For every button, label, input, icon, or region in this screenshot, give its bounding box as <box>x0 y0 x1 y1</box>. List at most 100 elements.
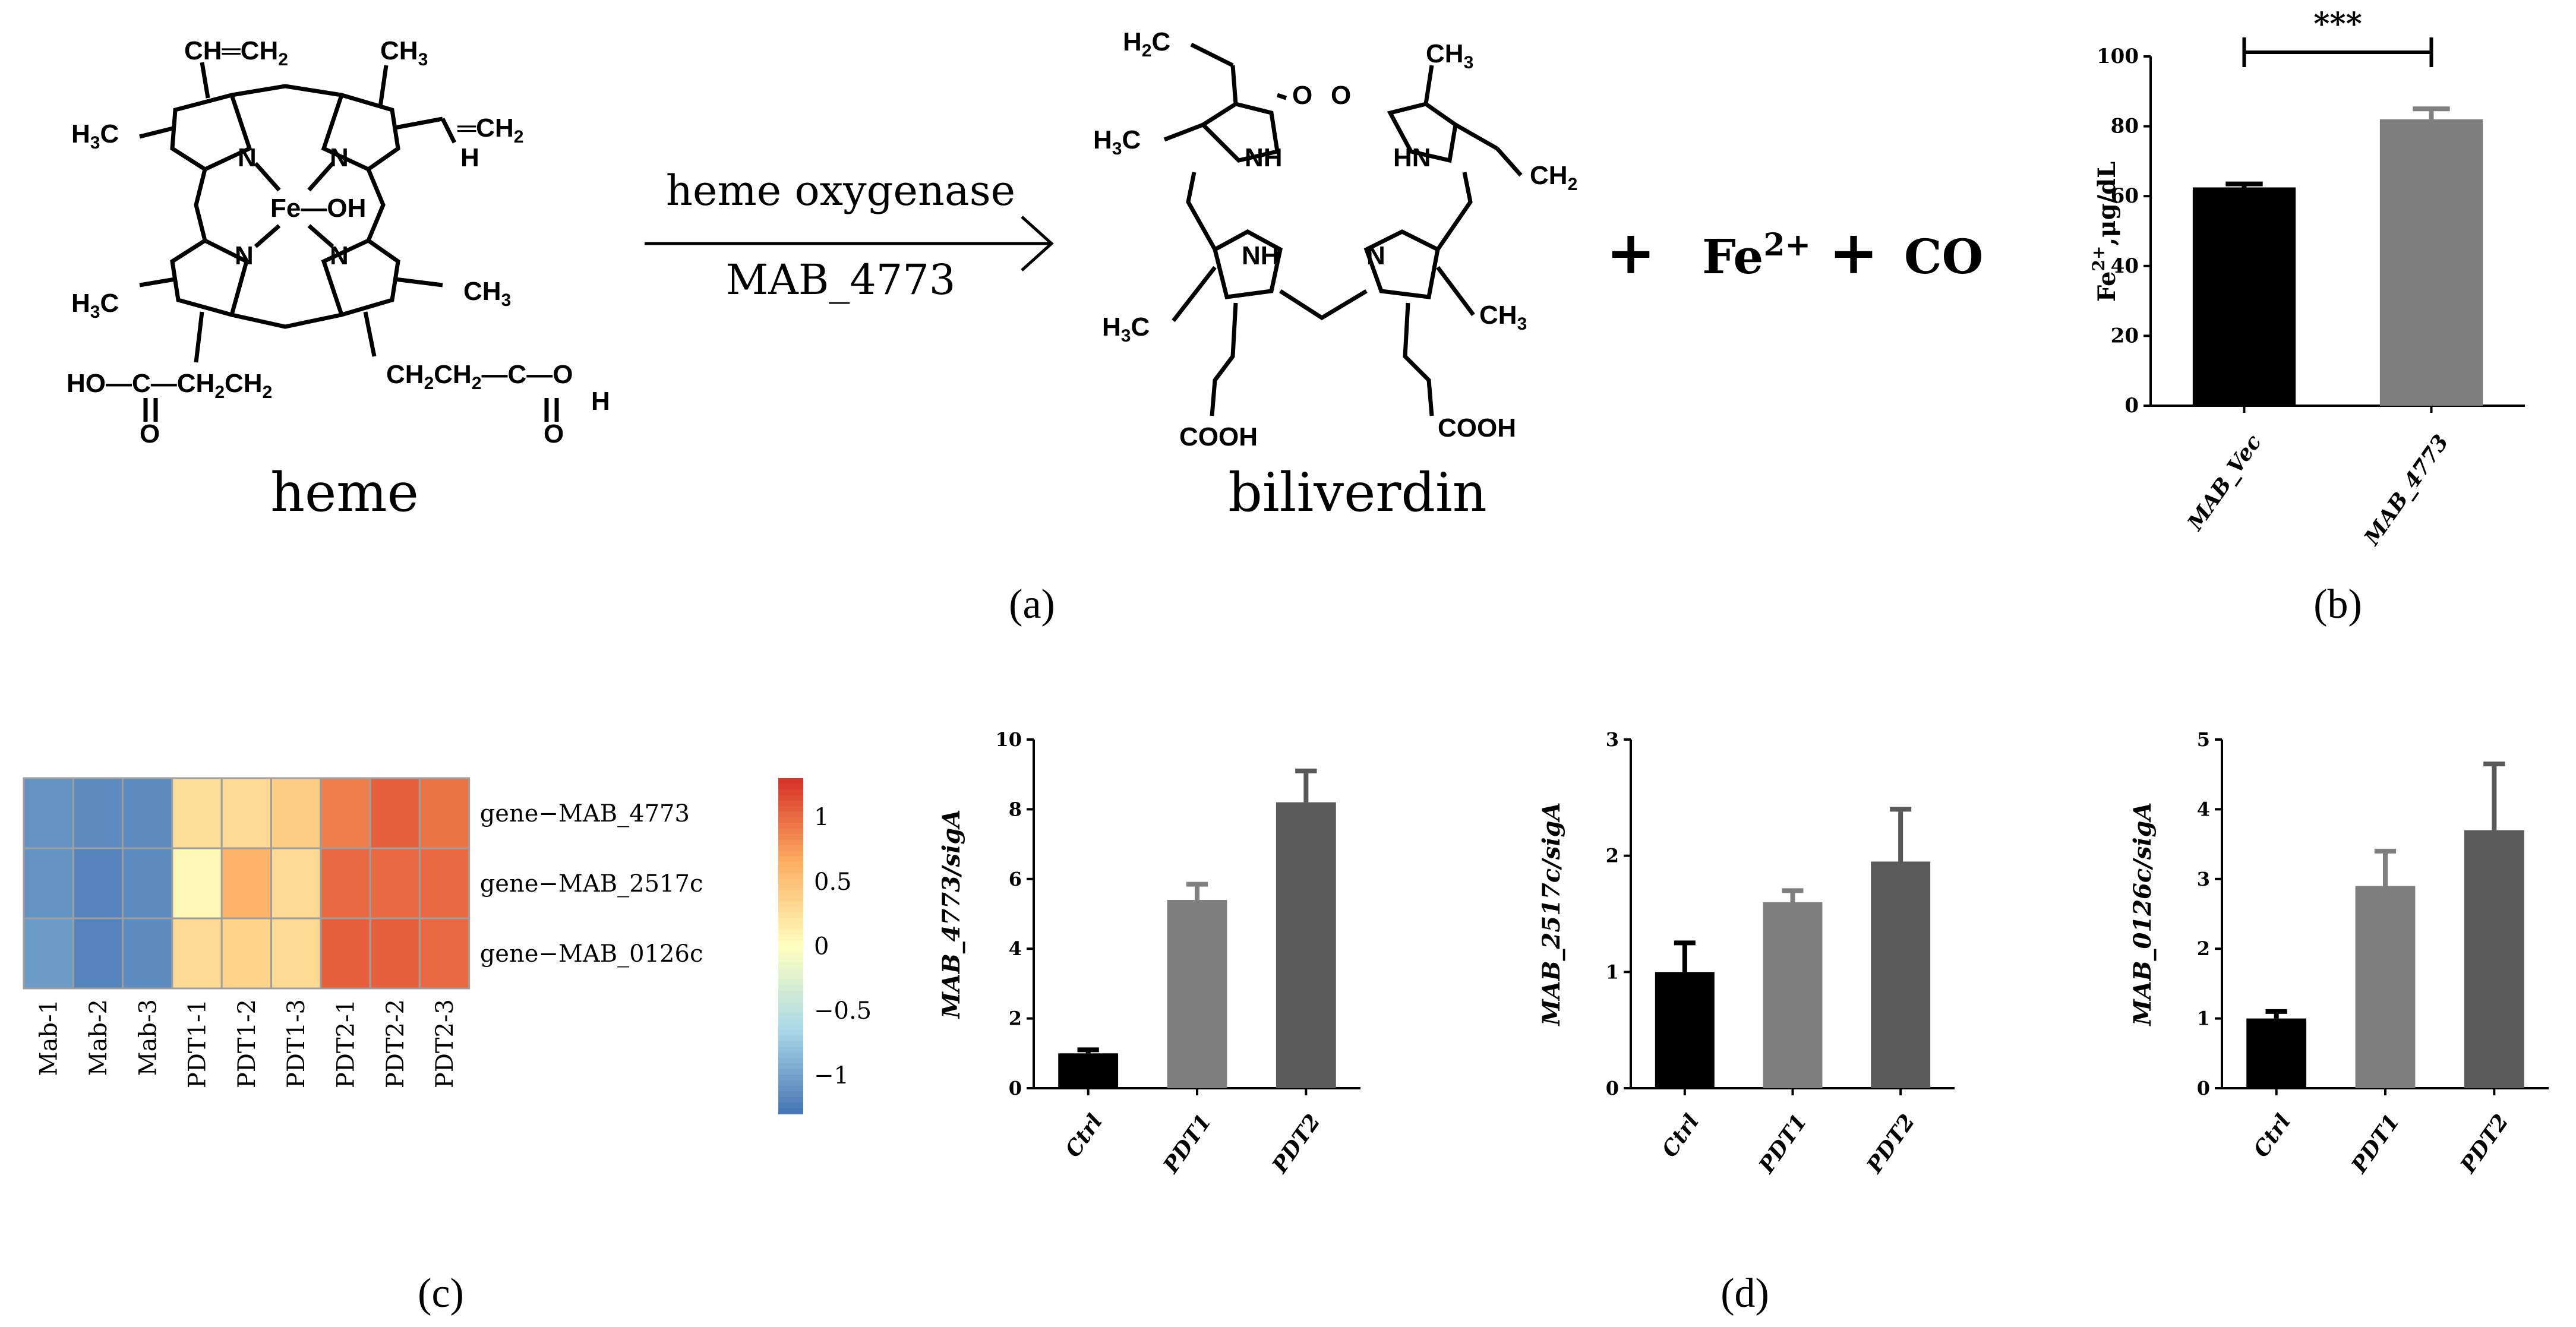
x-tick-label: PDT1 <box>1158 1110 1216 1178</box>
y-tick-label: 2 <box>1606 845 1619 867</box>
y-tick-label: 10 <box>995 728 1022 751</box>
heatmap-col-label: PDT1-1 <box>184 999 211 1088</box>
colorbar-segment <box>778 795 803 801</box>
x-tick-label: MAB_Vec <box>2182 430 2266 536</box>
y-tick-label: 1 <box>1606 961 1619 983</box>
panel-label-c: (c) <box>418 1271 464 1316</box>
bv-cooh-left: COOH <box>1179 422 1258 451</box>
panel-label-b: (b) <box>2313 582 2362 627</box>
colorbar-segment <box>778 1029 803 1037</box>
x-tick-label: PDT1 <box>2346 1110 2404 1178</box>
y-tick-label: 8 <box>1009 798 1022 820</box>
heme-acid-left: HO—C—CH2CH2 <box>67 369 272 402</box>
bar-MAB_Vec <box>2192 187 2296 406</box>
colorbar-segment <box>778 1035 803 1042</box>
bv-vinyl-left: H2C <box>1123 27 1170 61</box>
colorbar-segment <box>778 1069 803 1076</box>
y-axis-label-sup: 2+ <box>2089 246 2108 271</box>
colorbar-segment <box>778 806 803 813</box>
colorbar-segment <box>778 884 803 891</box>
colorbar-tick-label: −1 <box>814 1062 849 1089</box>
bv-vinyl-right: CH2 <box>1530 161 1577 194</box>
colorbar-segment <box>778 906 803 913</box>
y-tick-label: 40 <box>2111 254 2139 278</box>
chart-b: 0 20 40 60 80 100 MAB_Vec MAB_4773 *** Fe2+,μg/dL <box>2089 6 2525 551</box>
heme-structure: CH═CH2 CH3 H3C ═CH2 H N N Fe—OH N N H3C … <box>67 36 610 448</box>
y-tick-label: 0 <box>1606 1077 1619 1099</box>
colorbar-segment <box>778 828 803 835</box>
colorbar-segment <box>778 996 803 1003</box>
x-tick-label: MAB_4773 <box>2359 430 2454 551</box>
y-tick-label: 0 <box>2124 394 2139 418</box>
y-axis-label-main: Fe <box>2093 271 2121 302</box>
colorbar-tick-label: 1 <box>814 804 829 831</box>
colorbar-segment <box>778 823 803 829</box>
plus-sign-2: + <box>1829 217 1879 287</box>
x-tick-label: PDT2 <box>2455 1110 2514 1178</box>
biliverdin-structure: H2C H3C O NH O CH3 HN CH2 NH N H3C CH3 C… <box>1093 27 1577 451</box>
heatmap: gene−MAB_4773 gene−MAB_2517c gene−MAB_0126… <box>23 777 703 1088</box>
heme-bonds <box>139 62 559 422</box>
heme-n1: N <box>238 143 257 172</box>
heatmap-cell <box>418 847 471 920</box>
bv-cooh-right: COOH <box>1438 413 1516 443</box>
colorbar-segment <box>778 811 803 818</box>
colorbar-segment <box>778 1057 803 1064</box>
bar-PDT1 <box>1167 900 1227 1088</box>
heatmap-cell <box>171 847 223 920</box>
colorbar-segment <box>778 890 803 896</box>
colorbar-segment <box>778 1041 803 1047</box>
colorbar-segment <box>778 1018 803 1025</box>
y-tick-label: 3 <box>1606 728 1619 751</box>
heatmap-row-label: gene−MAB_4773 <box>480 800 690 827</box>
heme-methyl-left-bottom: H3C <box>71 289 119 322</box>
heme-fe-oh: Fe—OH <box>270 194 366 223</box>
biliverdin-bonds <box>1163 42 1523 416</box>
panel-label-d: (d) <box>1721 1271 1769 1316</box>
colorbar-segment <box>778 1013 803 1019</box>
colorbar-segment <box>778 951 803 958</box>
colorbar-segment <box>778 800 803 807</box>
bv-methyl-left: H3C <box>1093 125 1141 159</box>
colorbar-segment <box>778 980 803 986</box>
heatmap-cell <box>270 917 322 990</box>
y-tick-label: 0 <box>2197 1077 2210 1099</box>
heatmap-cell <box>220 847 273 920</box>
colorbar-segment <box>778 990 803 997</box>
heatmap-col-label: Mab-1 <box>36 999 63 1076</box>
heatmap-row-label: gene−MAB_2517c <box>480 870 703 898</box>
colorbar-segment <box>778 845 803 852</box>
y-tick-label: 60 <box>2111 184 2139 208</box>
colorbar-segment <box>778 957 803 963</box>
colorbar-segment <box>778 1007 803 1014</box>
heme-vinyl-right-h: H <box>460 143 479 172</box>
colorbar-segment <box>778 1001 803 1009</box>
carbon-monoxide: CO <box>1904 229 1983 285</box>
colorbar-segment <box>778 1080 803 1086</box>
heatmap-cell <box>418 777 471 849</box>
heme-label: heme <box>270 462 419 524</box>
colorbar-segment <box>778 783 803 790</box>
heatmap-cell <box>23 847 74 920</box>
heatmap-cell <box>270 777 322 849</box>
bar-MAB_4773 <box>2379 119 2483 406</box>
colorbar-segment <box>778 1063 803 1070</box>
bv-methyl-right: CH3 <box>1426 39 1473 72</box>
bar-PDT2 <box>1871 861 1931 1088</box>
colorbar-tick-label: 0 <box>814 933 829 961</box>
y-axis-label: MAB_0126c/sigA <box>2129 802 2157 1026</box>
colorbar-segment <box>778 923 803 930</box>
bar-PDT2 <box>2464 830 2524 1088</box>
heatmap-cell <box>418 917 471 990</box>
heme-n4: N <box>330 241 349 270</box>
heatmap-colorbar: 1 0.5 0 −0.5 −1 <box>778 778 872 1114</box>
y-axis-label: MAB_4773/sigA <box>937 810 965 1020</box>
y-tick-label: 2 <box>1009 1007 1022 1030</box>
colorbar-segment <box>778 1085 803 1092</box>
y-tick-label: 3 <box>2197 868 2210 890</box>
heme-acid-right-o: O <box>544 419 564 448</box>
y-tick-label: 80 <box>2111 115 2139 138</box>
biliverdin-label: biliverdin <box>1228 462 1486 524</box>
heatmap-col-label: PDT2-2 <box>382 999 409 1088</box>
heatmap-col-label: PDT1-3 <box>283 999 310 1088</box>
